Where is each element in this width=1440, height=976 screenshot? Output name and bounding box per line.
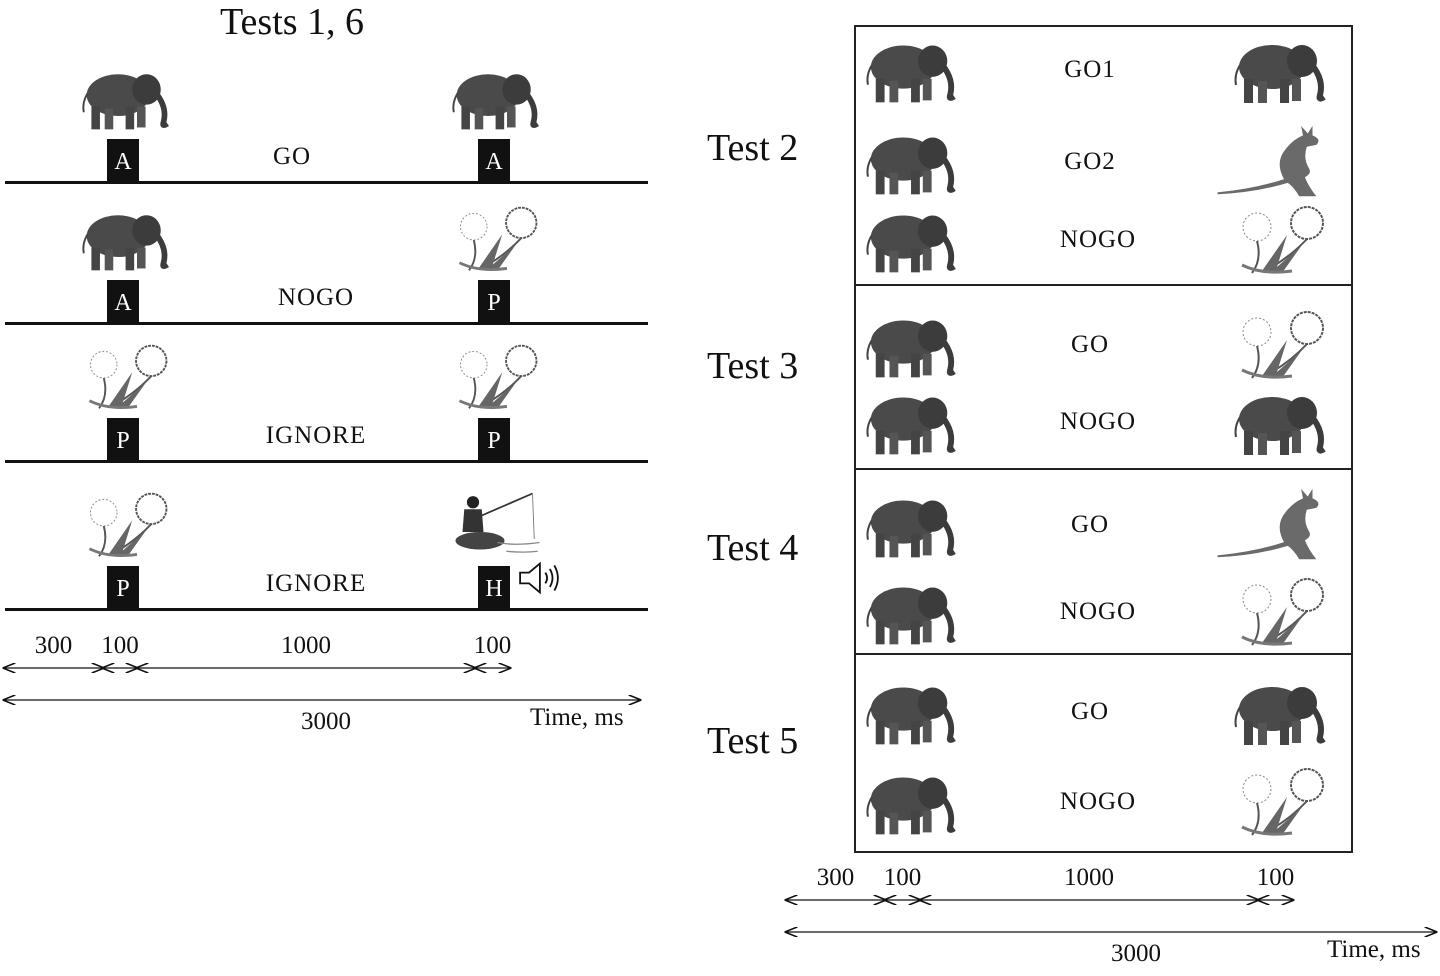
trial-label: NOGO [1059,408,1137,435]
duration-label: 1000 [281,632,331,659]
duration-label: 100 [1256,864,1295,891]
left-title: Tests 1, 6 [220,1,365,43]
elephant-icon [864,310,962,380]
trial-label: NOGO [277,284,355,311]
elephant-icon [864,387,962,457]
trial-label: GO [1070,698,1110,725]
elephant-icon [864,577,962,647]
speaker-icon [519,562,559,594]
duration-label: 300 [816,864,855,891]
elephant-icon [864,205,962,275]
elephant-icon [1232,674,1332,750]
duration-label: 300 [34,632,73,659]
stimulus-box-left: P [107,566,139,608]
elephant-icon [864,490,962,560]
elephant-icon [80,204,175,274]
axis-label: Time, ms [1327,936,1421,963]
elephant-icon [80,63,175,133]
stimulus-box-left: P [107,418,139,460]
total-duration-label: 3000 [301,708,351,735]
elephant-icon [1232,32,1332,108]
trial-label: GO [1070,511,1110,538]
stimulus-box-left: A [107,139,139,181]
kangaroo-icon [1217,488,1319,560]
dandelion-icon [458,344,538,410]
dandelion-icon [88,344,168,410]
dandelion-icon [458,206,538,272]
trial-label: IGNORE [265,570,367,597]
elephant-icon [864,35,962,105]
duration-label: 100 [473,632,512,659]
row-baseline [5,322,648,325]
test-label: Test 2 [707,127,799,169]
trial-label: GO [1070,331,1110,358]
test-label: Test 4 [707,527,799,569]
elephant-icon [864,767,962,837]
elephant-icon [864,127,962,197]
stimulus-box-right: P [478,418,510,460]
stimulus-box-left: A [107,280,139,322]
fisherman-icon [454,492,541,554]
test-divider [855,468,1352,470]
trial-label: NOGO [1059,598,1137,625]
dandelion-icon [1240,577,1325,647]
elephant-icon [864,677,962,747]
test-divider [855,284,1352,286]
dandelion-icon [1240,767,1325,837]
dandelion-icon [88,492,168,558]
test-label: Test 5 [707,720,799,762]
dandelion-icon [1240,310,1325,380]
stimulus-box-right: P [478,280,510,322]
trial-label: IGNORE [265,422,367,449]
test-divider [855,653,1352,655]
trial-label: GO1 [1064,56,1116,83]
trial-label: NOGO [1059,226,1137,253]
dandelion-icon [1240,205,1325,275]
test-label: Test 3 [707,345,799,387]
kangaroo-icon [1217,125,1319,197]
trial-label: NOGO [1059,788,1137,815]
elephant-icon [1232,384,1332,460]
row-baseline [5,460,648,463]
total-duration-label: 3000 [1111,940,1161,967]
row-baseline [5,608,648,611]
duration-label: 1000 [1064,864,1114,891]
elephant-icon [450,63,545,133]
right-frame [854,25,1353,853]
trial-label: GO [272,143,312,170]
axis-label: Time, ms [530,704,624,731]
stimulus-box-right: H [478,566,510,608]
duration-label: 100 [101,632,139,659]
stimulus-box-right: A [478,139,510,181]
trial-label: GO2 [1064,148,1116,175]
duration-label: 100 [883,864,922,891]
row-baseline [5,181,648,184]
